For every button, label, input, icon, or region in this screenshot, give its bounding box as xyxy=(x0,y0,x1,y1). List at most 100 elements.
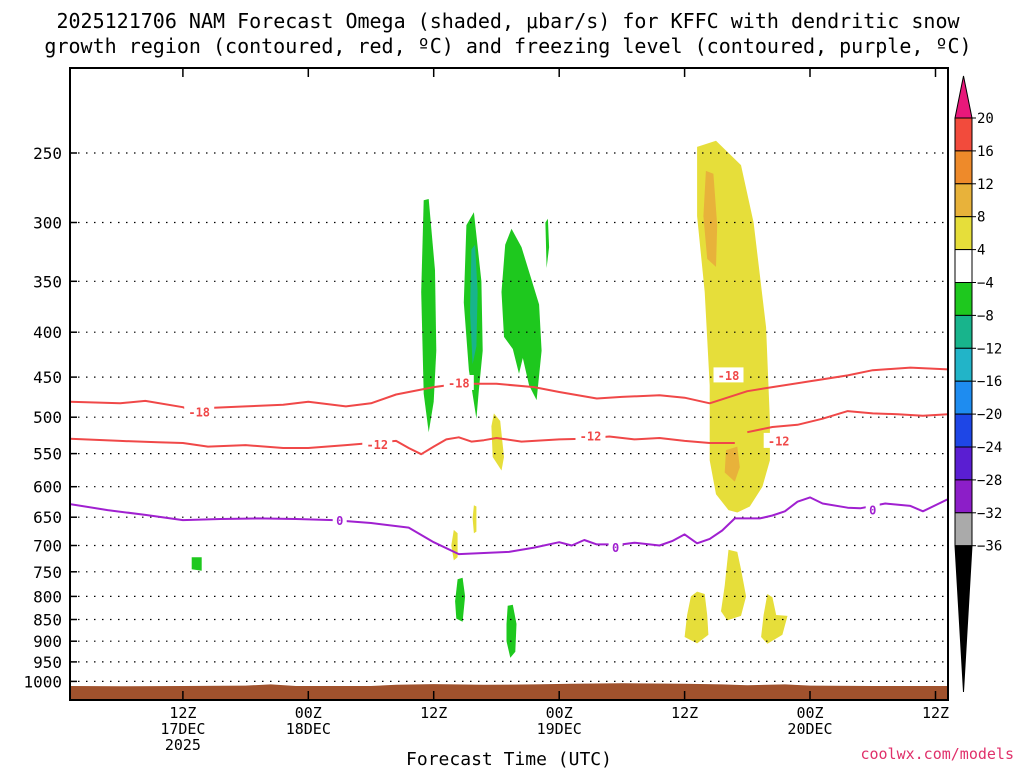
contour-layer: -18 -18 -18 -12 -12 -12 0 0 0 xyxy=(70,366,948,556)
contour-label: -12 xyxy=(580,429,602,443)
colorbar-segment xyxy=(954,314,973,349)
y-tick-label: 650 xyxy=(33,508,62,527)
colorbar-segment xyxy=(954,446,973,481)
colorbar-segment xyxy=(954,282,973,316)
contour-line--18 xyxy=(747,410,948,434)
contour-label: -18 xyxy=(188,405,210,419)
x-tick-label: 00Z xyxy=(295,704,322,722)
colorbar-label: 16 xyxy=(977,144,994,160)
omega-region-positive xyxy=(684,591,709,644)
contour-label: -12 xyxy=(366,438,388,452)
contour-label-bg xyxy=(362,436,393,452)
colorbar-segment xyxy=(954,380,973,415)
y-tick-label: 350 xyxy=(33,272,62,291)
y-tick-label: 950 xyxy=(33,653,62,672)
contour-label-bg xyxy=(575,427,606,443)
contour-label-bg xyxy=(713,367,744,383)
contour-line--12 xyxy=(70,435,735,456)
y-tick-label: 900 xyxy=(33,632,62,651)
y-axis: 250 300 350 400 450 500 550 600 650 700 750 800 850 9… xyxy=(23,144,77,691)
omega-region-negative xyxy=(545,218,550,268)
x-tick-label: 12Z xyxy=(420,704,447,722)
colorbar-segment xyxy=(954,413,973,448)
colorbar-label: −24 xyxy=(977,440,1002,456)
y-tick-label: 550 xyxy=(33,445,62,464)
x-tick-label: 12Z xyxy=(169,704,196,722)
y-tick-label: 450 xyxy=(33,368,62,387)
colorbar-segment xyxy=(954,216,973,251)
colorbar-label: −8 xyxy=(977,308,994,324)
omega-region-negative xyxy=(191,557,202,571)
x-tick-label: 2025 xyxy=(165,736,201,754)
terrain-surface xyxy=(70,683,948,700)
x-tick-label: 17DEC xyxy=(160,720,205,738)
x-axis-title: Forecast Time (UTC) xyxy=(406,749,612,768)
omega-region-positive xyxy=(472,505,477,534)
contour-label: 0 xyxy=(612,541,619,555)
colorbar-label: −16 xyxy=(977,374,1002,390)
contour-line-0 xyxy=(70,496,948,556)
terrain-layer xyxy=(70,683,948,700)
contour-label-bg xyxy=(608,539,623,555)
contour-label-bg xyxy=(332,512,347,528)
colorbar-label: 4 xyxy=(977,243,985,259)
y-tick-label: 400 xyxy=(33,323,62,342)
colorbar-segment xyxy=(954,249,973,284)
y-tick-label: 600 xyxy=(33,478,62,497)
y-tick-label: 800 xyxy=(33,587,62,606)
x-tick-label: 18DEC xyxy=(286,720,331,738)
contour-label-bg xyxy=(443,375,474,390)
omega-shading-layer xyxy=(191,140,788,658)
y-tick-label: 300 xyxy=(33,214,62,233)
colorbar-segment xyxy=(954,150,973,185)
x-tick-label: 12Z xyxy=(671,704,698,722)
title-line-1: 2025121706 NAM Forecast Omega (shaded, μ… xyxy=(56,9,960,33)
site-credit: coolwx.com/models xyxy=(860,745,1014,763)
contour-label: 0 xyxy=(336,514,343,528)
omega-region-negative xyxy=(501,228,542,401)
colorbar-segment xyxy=(954,183,973,218)
omega-region-negative xyxy=(470,244,478,365)
colorbar-label: 8 xyxy=(977,210,985,226)
colorbar-label: 12 xyxy=(977,177,994,193)
title-line-2: growth region (contoured, red, ºC) and f… xyxy=(44,34,971,58)
omega-region-positive xyxy=(721,549,747,621)
y-tick-label: 500 xyxy=(33,408,62,427)
y-tick-label: 1000 xyxy=(23,672,62,691)
contour-label-bg xyxy=(763,432,794,448)
contour-label: -18 xyxy=(448,377,470,391)
contour-label-bg xyxy=(865,502,880,518)
colorbar-segment xyxy=(954,512,973,547)
colorbar-segment xyxy=(954,479,973,514)
colorbar-label: −12 xyxy=(977,341,1002,357)
x-tick-label: 00Z xyxy=(796,704,823,722)
y-tick-label: 750 xyxy=(33,563,62,582)
omega-region-negative xyxy=(455,577,466,622)
y-tick-label: 250 xyxy=(33,144,62,163)
colorbar: 20 16 12 8 4 −4 −8 −12 −16 −20 −24 −28 −32 −36 xyxy=(954,75,1002,693)
colorbar-label: −36 xyxy=(977,539,1002,555)
y-tick-label: 700 xyxy=(33,537,62,556)
omega-region-positive xyxy=(491,413,504,471)
omega-region-negative xyxy=(506,604,517,658)
contour-label: 0 xyxy=(869,504,876,518)
colorbar-bottom-arrow xyxy=(954,545,973,693)
colorbar-label: −32 xyxy=(977,506,1002,522)
x-tick-label: 20DEC xyxy=(787,720,832,738)
contour-label-bg xyxy=(184,403,215,419)
contour-label: -18 xyxy=(718,369,740,383)
colorbar-label: −4 xyxy=(977,276,994,292)
x-tick-label: 00Z xyxy=(546,704,573,722)
contour-label: -12 xyxy=(768,434,790,448)
omega-region-positive xyxy=(724,446,740,482)
colorbar-label: −28 xyxy=(977,473,1002,489)
y-tick-label: 850 xyxy=(33,611,62,630)
chart-title: 2025121706 NAM Forecast Omega (shaded, μ… xyxy=(44,9,971,58)
x-tick-label: 19DEC xyxy=(537,720,582,738)
colorbar-label: −20 xyxy=(977,407,1002,423)
colorbar-segment xyxy=(954,117,973,152)
x-tick-label: 12Z xyxy=(922,704,949,722)
omega-region-negative xyxy=(421,199,437,433)
